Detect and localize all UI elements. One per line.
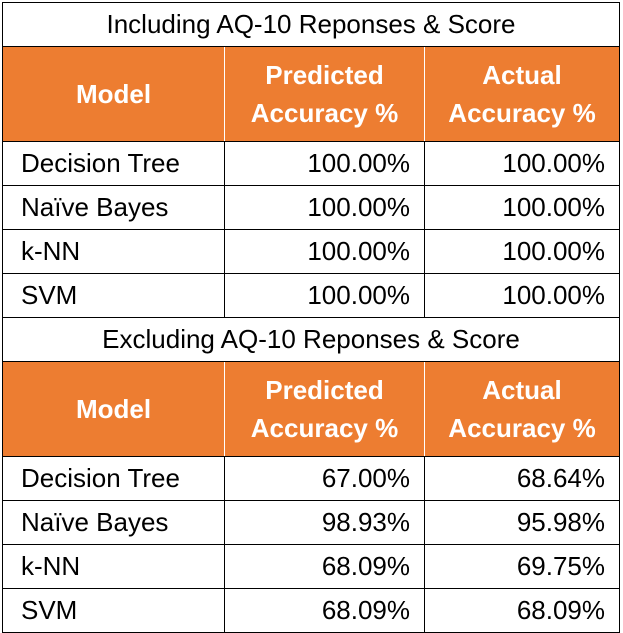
predicted-accuracy-cell: 100.00% [224, 229, 425, 274]
header-model: Model [2, 361, 225, 457]
actual-accuracy-cell: 100.00% [423, 229, 621, 274]
header-predicted: Predicted Accuracy % [224, 46, 425, 142]
header-predicted-line2: Accuracy % [250, 98, 399, 128]
table-row: Naïve Bayes 98.93% 95.98% [2, 500, 621, 545]
table-row: Naïve Bayes 100.00% 100.00% [2, 185, 621, 230]
table-row: Decision Tree 100.00% 100.00% [2, 141, 621, 186]
table-row: k-NN 100.00% 100.00% [2, 229, 621, 274]
header-actual: Actual Accuracy % [423, 46, 621, 142]
actual-accuracy-cell: 100.00% [423, 273, 621, 318]
predicted-accuracy-cell: 100.00% [224, 273, 425, 318]
predicted-accuracy-cell: 100.00% [224, 185, 425, 230]
header-row: Model Predicted Accuracy % Actual Accura… [2, 361, 621, 457]
predicted-accuracy-cell: 67.00% [224, 456, 425, 501]
actual-accuracy-cell: 100.00% [423, 185, 621, 230]
actual-accuracy-cell: 100.00% [423, 141, 621, 186]
header-predicted-line1: Predicted [265, 375, 384, 405]
actual-accuracy-cell: 68.09% [423, 588, 621, 633]
header-actual-line2: Accuracy % [448, 98, 596, 128]
model-name-cell: SVM [2, 588, 225, 633]
model-name-cell: SVM [2, 273, 225, 318]
header-model-label: Model [75, 394, 152, 424]
actual-accuracy-cell: 95.98% [423, 500, 621, 545]
model-name-cell: Naïve Bayes [2, 500, 225, 545]
predicted-accuracy-cell: 68.09% [224, 544, 425, 589]
model-name-cell: Decision Tree [2, 456, 225, 501]
table-row: SVM 68.09% 68.09% [2, 588, 621, 633]
header-model-label: Model [75, 79, 152, 109]
section-title: Excluding AQ-10 Reponses & Score [1, 317, 621, 362]
model-name-cell: Decision Tree [2, 141, 225, 186]
table-row: k-NN 68.09% 69.75% [2, 544, 621, 589]
model-name-cell: Naïve Bayes [2, 185, 225, 230]
section-title-row: Including AQ-10 Reponses & Score [1, 2, 621, 47]
header-actual-line1: Actual [482, 375, 562, 405]
header-model: Model [2, 46, 225, 142]
table-row: SVM 100.00% 100.00% [2, 273, 621, 318]
actual-accuracy-cell: 69.75% [423, 544, 621, 589]
header-predicted: Predicted Accuracy % [224, 361, 425, 457]
header-predicted-line2: Accuracy % [250, 413, 399, 443]
table-row: Decision Tree 67.00% 68.64% [2, 456, 621, 501]
header-row: Model Predicted Accuracy % Actual Accura… [2, 46, 621, 142]
header-actual-line2: Accuracy % [448, 413, 596, 443]
header-actual: Actual Accuracy % [423, 361, 621, 457]
predicted-accuracy-cell: 68.09% [224, 588, 425, 633]
section-title: Including AQ-10 Reponses & Score [1, 2, 621, 47]
header-actual-line1: Actual [482, 60, 562, 90]
actual-accuracy-cell: 68.64% [423, 456, 621, 501]
predicted-accuracy-cell: 98.93% [224, 500, 425, 545]
model-name-cell: k-NN [2, 544, 225, 589]
model-name-cell: k-NN [2, 229, 225, 274]
predicted-accuracy-cell: 100.00% [224, 141, 425, 186]
header-predicted-line1: Predicted [265, 60, 384, 90]
section-title-row: Excluding AQ-10 Reponses & Score [1, 317, 621, 362]
